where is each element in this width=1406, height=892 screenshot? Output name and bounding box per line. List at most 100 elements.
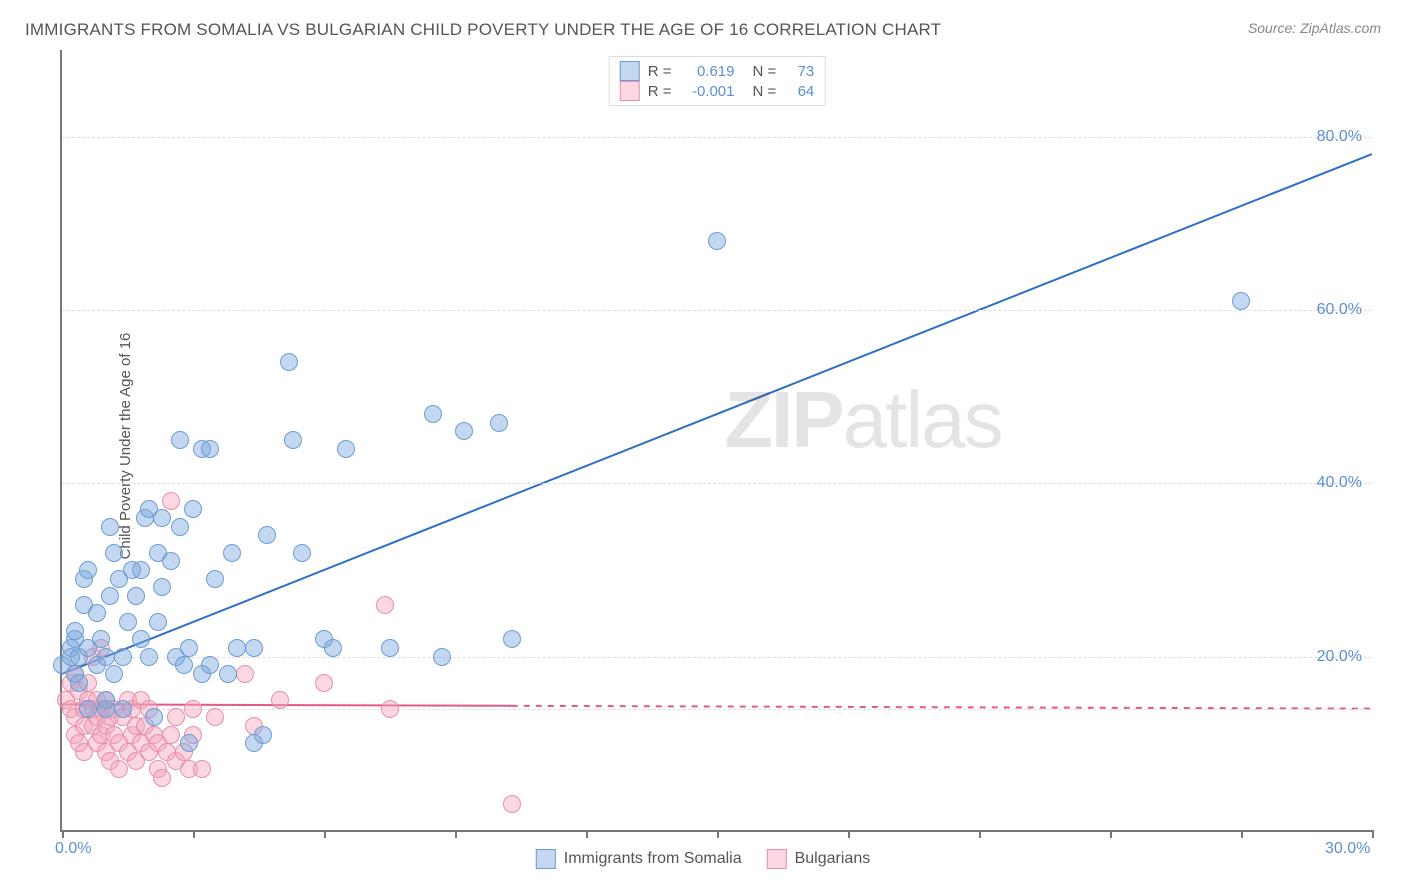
legend-r-label: R = [648, 83, 672, 100]
gridline-h [62, 310, 1372, 311]
x-tick [455, 830, 457, 838]
legend-r-value: 0.619 [680, 63, 735, 80]
legend-swatch [620, 81, 640, 101]
data-point [171, 518, 189, 536]
data-point [175, 656, 193, 674]
data-point [337, 440, 355, 458]
x-tick [193, 830, 195, 838]
x-tick [62, 830, 64, 838]
data-point [127, 587, 145, 605]
data-point [376, 596, 394, 614]
data-point [503, 795, 521, 813]
gridline-h [62, 709, 1372, 710]
data-point [97, 648, 115, 666]
data-point [79, 700, 97, 718]
data-point [140, 648, 158, 666]
data-point [132, 561, 150, 579]
data-point [162, 552, 180, 570]
watermark-atlas: atlas [843, 375, 1002, 464]
series-legend: Immigrants from Somalia Bulgarians [536, 838, 870, 880]
trend-lines-layer [62, 50, 1372, 830]
data-point [503, 630, 521, 648]
data-point [206, 708, 224, 726]
x-tick-label: 0.0% [55, 840, 91, 858]
source-label: Source: ZipAtlas.com [1248, 20, 1381, 36]
data-point [153, 769, 171, 787]
data-point [206, 570, 224, 588]
data-point [455, 422, 473, 440]
data-point [114, 700, 132, 718]
data-point [381, 639, 399, 657]
legend-n-label: N = [753, 63, 777, 80]
legend-n-label: N = [753, 83, 777, 100]
data-point [88, 604, 106, 622]
data-point [293, 544, 311, 562]
x-tick [324, 830, 326, 838]
legend-row: R = -0.001 N = 64 [620, 81, 815, 101]
x-tick [1241, 830, 1243, 838]
y-tick-label: 80.0% [1317, 128, 1362, 146]
data-point [424, 405, 442, 423]
x-tick [1372, 830, 1374, 838]
legend-r-value: -0.001 [680, 83, 735, 100]
data-point [105, 544, 123, 562]
chart-title: IMMIGRANTS FROM SOMALIA VS BULGARIAN CHI… [25, 20, 941, 40]
legend-label: Immigrants from Somalia [564, 850, 742, 868]
x-tick [586, 830, 588, 838]
legend-n-value: 64 [784, 83, 814, 100]
data-point [490, 414, 508, 432]
data-point [284, 431, 302, 449]
data-point [66, 622, 84, 640]
data-point [145, 708, 163, 726]
x-tick [717, 830, 719, 838]
gridline-h [62, 657, 1372, 658]
data-point [180, 734, 198, 752]
data-point [92, 630, 110, 648]
x-tick-label: 30.0% [1325, 840, 1370, 858]
legend-label: Bulgarians [795, 850, 871, 868]
data-point [381, 700, 399, 718]
watermark-zip: ZIP [724, 375, 842, 464]
x-tick [1110, 830, 1112, 838]
legend-n-value: 73 [784, 63, 814, 80]
data-point [153, 509, 171, 527]
data-point [149, 613, 167, 631]
data-point [110, 760, 128, 778]
data-point [119, 613, 137, 631]
data-point [708, 232, 726, 250]
legend-item: Bulgarians [767, 838, 871, 880]
legend-row: R = 0.619 N = 73 [620, 61, 815, 81]
data-point [70, 674, 88, 692]
data-point [1232, 292, 1250, 310]
data-point [171, 431, 189, 449]
data-point [162, 492, 180, 510]
data-point [201, 440, 219, 458]
legend-swatch [767, 849, 787, 869]
gridline-h [62, 137, 1372, 138]
data-point [433, 648, 451, 666]
data-point [219, 665, 237, 683]
watermark: ZIPatlas [724, 374, 1001, 466]
gridline-h [62, 483, 1372, 484]
data-point [184, 700, 202, 718]
data-point [132, 630, 150, 648]
y-tick-label: 40.0% [1317, 474, 1362, 492]
data-point [114, 648, 132, 666]
data-point [271, 691, 289, 709]
data-point [101, 587, 119, 605]
data-point [167, 708, 185, 726]
legend-swatch [620, 61, 640, 81]
y-tick-label: 20.0% [1317, 648, 1362, 666]
data-point [162, 726, 180, 744]
data-point [97, 691, 115, 709]
data-point [180, 639, 198, 657]
data-point [315, 674, 333, 692]
data-point [245, 639, 263, 657]
data-point [193, 760, 211, 778]
legend-r-label: R = [648, 63, 672, 80]
data-point [223, 544, 241, 562]
legend-item: Immigrants from Somalia [536, 838, 742, 880]
y-tick-label: 60.0% [1317, 301, 1362, 319]
correlation-legend: R = 0.619 N = 73 R = -0.001 N = 64 [609, 56, 826, 106]
data-point [228, 639, 246, 657]
